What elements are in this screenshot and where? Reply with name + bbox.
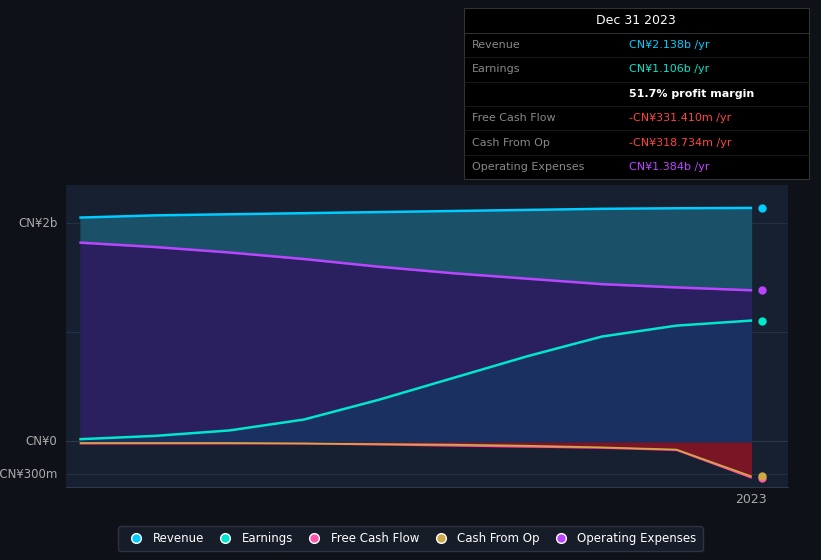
Text: Cash From Op: Cash From Op (472, 138, 550, 148)
Text: 51.7% profit margin: 51.7% profit margin (630, 89, 754, 99)
Text: Free Cash Flow: Free Cash Flow (472, 113, 556, 123)
Text: CN¥1.384b /yr: CN¥1.384b /yr (630, 162, 710, 172)
Text: CN¥1.106b /yr: CN¥1.106b /yr (630, 64, 709, 74)
Text: -CN¥331.410m /yr: -CN¥331.410m /yr (630, 113, 732, 123)
Text: CN¥2b: CN¥2b (18, 217, 57, 230)
Text: Operating Expenses: Operating Expenses (472, 162, 585, 172)
Text: CN¥2.138b /yr: CN¥2.138b /yr (630, 40, 710, 50)
Text: Revenue: Revenue (472, 40, 521, 50)
Text: -CN¥300m: -CN¥300m (0, 468, 57, 480)
Text: CN¥0: CN¥0 (25, 435, 57, 448)
Legend: Revenue, Earnings, Free Cash Flow, Cash From Op, Operating Expenses: Revenue, Earnings, Free Cash Flow, Cash … (118, 526, 703, 551)
Text: Earnings: Earnings (472, 64, 521, 74)
Text: -CN¥318.734m /yr: -CN¥318.734m /yr (630, 138, 732, 148)
Text: Dec 31 2023: Dec 31 2023 (596, 14, 677, 27)
